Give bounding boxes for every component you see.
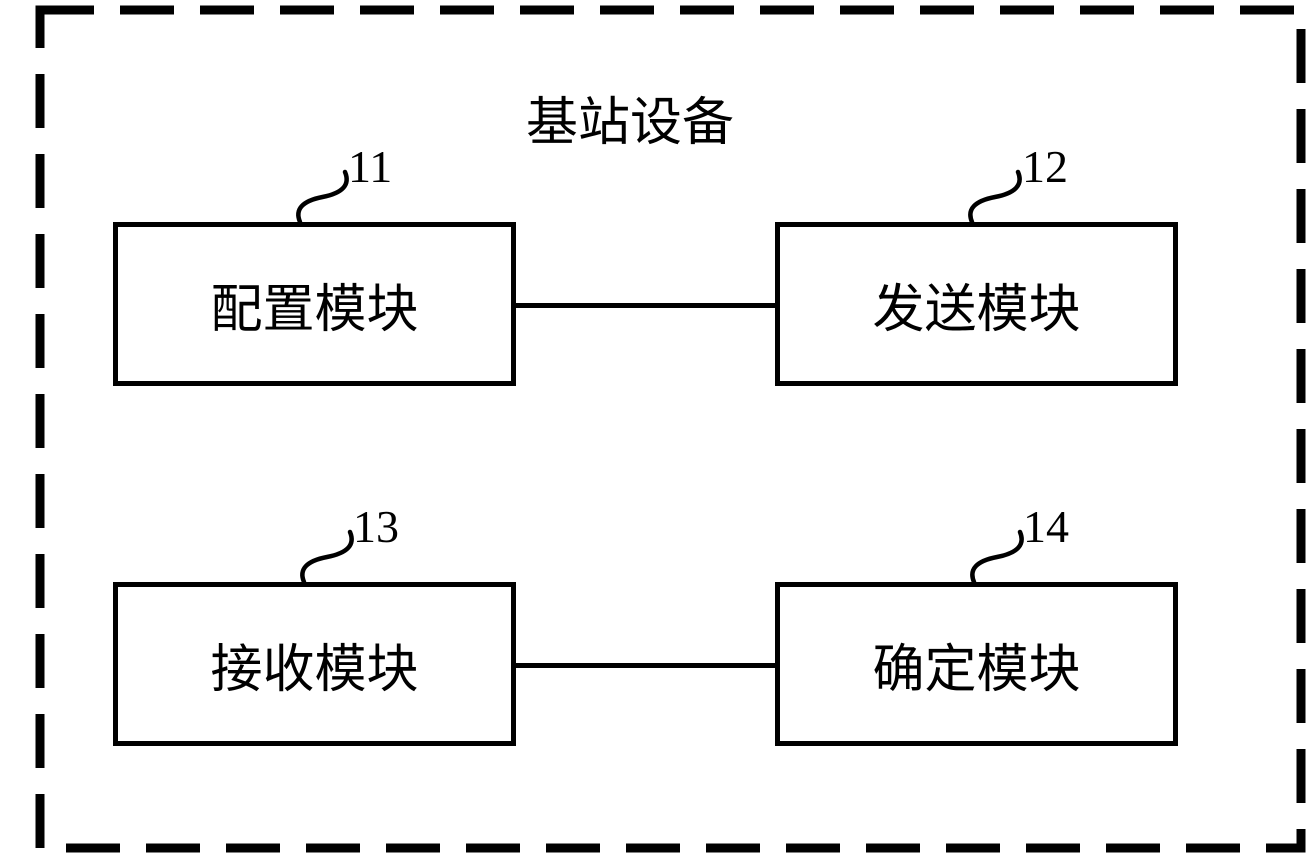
send-module-label: 发送模块 [872, 267, 1080, 342]
determine-module-leader [954, 512, 1040, 602]
connector-0 [516, 303, 775, 308]
config-module-label: 配置模块 [210, 267, 418, 342]
receive-module-label: 接收模块 [210, 627, 418, 702]
send-module-leader [952, 152, 1038, 242]
send-module-box: 发送模块 [775, 222, 1178, 386]
determine-module-label: 确定模块 [872, 627, 1080, 702]
receive-module-box: 接收模块 [113, 582, 516, 746]
connector-1 [516, 663, 775, 668]
config-module-box: 配置模块 [113, 222, 516, 386]
receive-module-leader [284, 512, 370, 602]
determine-module-box: 确定模块 [775, 582, 1178, 746]
diagram-title: 基站设备 [526, 80, 734, 155]
config-module-leader [280, 152, 365, 242]
